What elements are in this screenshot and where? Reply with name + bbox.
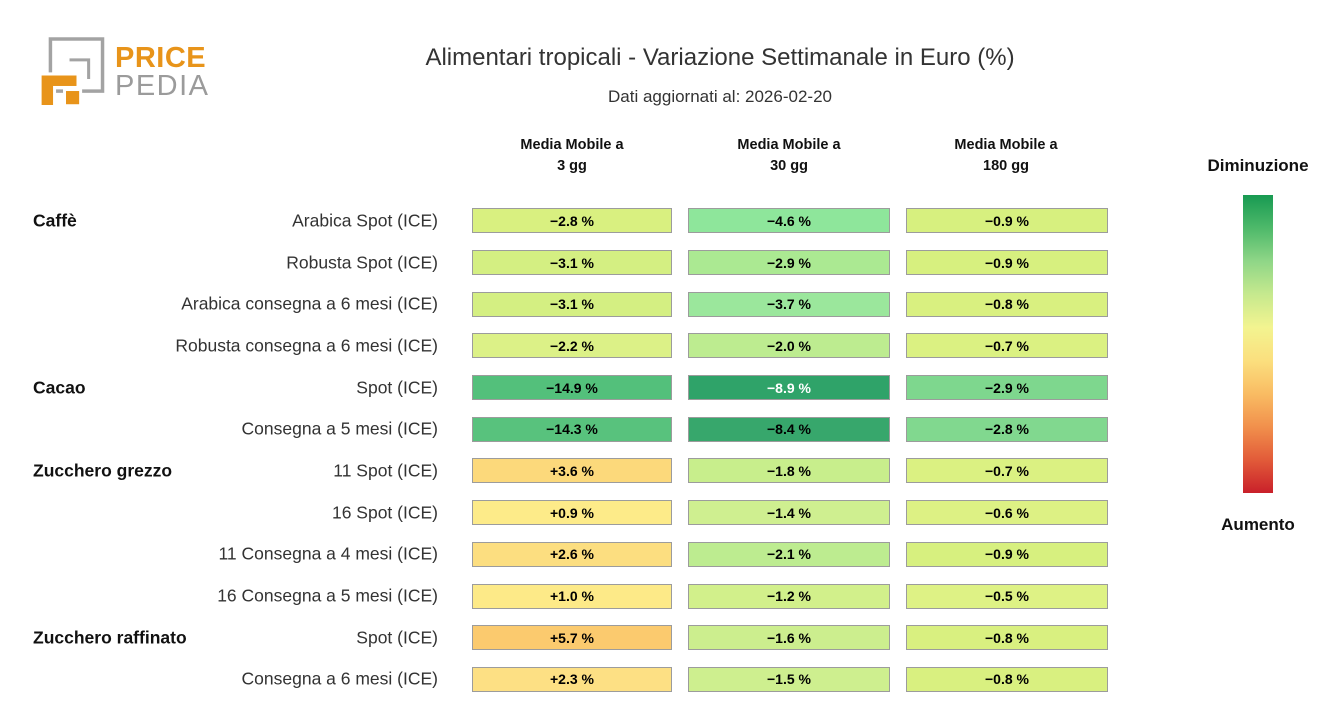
heatmap-cell: +2.6 %: [472, 541, 672, 567]
heatmap-row: Consegna a 5 mesi (ICE) −14.3 % −8.4 % −2.8…: [33, 408, 1108, 450]
row-label: 16 Consegna a 5 mesi (ICE): [217, 585, 438, 606]
row-label: 11 Spot (ICE): [333, 460, 438, 481]
heatmap-cell: −2.8 %: [472, 208, 672, 234]
legend-label-increase: Aumento: [1221, 515, 1295, 534]
row-label-column: Zucchero grezzo 11 Spot (ICE): [33, 450, 456, 492]
row-label: Spot (ICE): [356, 377, 438, 398]
heatmap-cell: −0.6 %: [906, 500, 1108, 526]
heatmap-row: Robusta Spot (ICE) −3.1 % −2.9 % −0.9 %: [33, 242, 1108, 284]
heatmap-row: 11 Consegna a 4 mesi (ICE) +2.6 % −2.1 % −0…: [33, 534, 1108, 576]
page-subtitle: Dati aggiornati al: 2026-02-20: [608, 87, 832, 106]
logo-word-pedia: PEDIA: [115, 70, 210, 102]
row-label-column: Cacao Spot (ICE): [33, 367, 456, 409]
row-label-column: Consegna a 5 mesi (ICE): [33, 408, 456, 450]
heatmap-cell: −0.8 %: [906, 666, 1108, 692]
heatmap-cell: −2.9 %: [906, 375, 1108, 401]
heatmap-cell: −14.9 %: [472, 375, 672, 401]
heatmap-cell: −4.6 %: [688, 208, 890, 234]
row-label-column: Robusta Spot (ICE): [33, 242, 456, 284]
heatmap-cell: −3.7 %: [688, 291, 890, 317]
pricepedia-logo: PRICE PEDIA: [40, 30, 210, 114]
heatmap-cell: +1.0 %: [472, 583, 672, 609]
heatmap-cell: +5.7 %: [472, 625, 672, 651]
heatmap-cell: +3.6 %: [472, 458, 672, 484]
heatmap-cell: −0.7 %: [906, 458, 1108, 484]
heatmap-cell: −1.5 %: [688, 666, 890, 692]
heatmap-cell: −0.9 %: [906, 208, 1108, 234]
row-label: Arabica Spot (ICE): [292, 210, 438, 231]
heatmap-cell: −0.8 %: [906, 625, 1108, 651]
row-label: 16 Spot (ICE): [331, 502, 438, 523]
heatmap-cell: −2.0 %: [688, 333, 890, 359]
heatmap-cell: −3.1 %: [472, 291, 672, 317]
heatmap-cell: −0.9 %: [906, 250, 1108, 276]
heatmap-cell: −14.3 %: [472, 416, 672, 442]
legend-colorbar: [1243, 195, 1273, 493]
row-label-column: Arabica consegna a 6 mesi (ICE): [33, 283, 456, 325]
heatmap-cell: −1.4 %: [688, 500, 890, 526]
category-label: Zucchero grezzo: [33, 460, 173, 481]
heatmap-cell: −0.7 %: [906, 333, 1108, 359]
heatmap-cell: −1.8 %: [688, 458, 890, 484]
row-label-column: 16 Consegna a 5 mesi (ICE): [33, 575, 456, 617]
row-label-column: Robusta consegna a 6 mesi (ICE): [33, 325, 456, 367]
row-label: 11 Consegna a 4 mesi (ICE): [218, 543, 438, 564]
heatmap-grid: Caffè Arabica Spot (ICE) −2.8 % −4.6 % −0.9 …: [33, 200, 1108, 700]
column-header-30gg: Media Mobile a 30 gg: [737, 137, 841, 175]
category-label: Caffè: [33, 210, 77, 231]
heatmap-cell: −2.2 %: [472, 333, 672, 359]
page-title: Alimentari tropicali - Variazione Settim…: [425, 44, 1015, 71]
pricepedia-logo-text: PRICE PEDIA: [115, 41, 210, 102]
row-label-column: Zucchero raffinato Spot (ICE): [33, 617, 456, 659]
heatmap-cell: +2.3 %: [472, 666, 672, 692]
row-label-column: 11 Consegna a 4 mesi (ICE): [33, 534, 456, 576]
row-label-column: 16 Spot (ICE): [33, 492, 456, 534]
heatmap-cell: −1.6 %: [688, 625, 890, 651]
heatmap-row: Zucchero raffinato Spot (ICE) +5.7 % −1.6 %…: [33, 617, 1108, 659]
heatmap-cell: −3.1 %: [472, 250, 672, 276]
category-label: Zucchero raffinato: [33, 627, 187, 648]
heatmap-row: Consegna a 6 mesi (ICE) +2.3 % −1.5 % −0.8 …: [33, 659, 1108, 701]
heatmap-cell: −0.5 %: [906, 583, 1108, 609]
heatmap-row: Zucchero grezzo 11 Spot (ICE) +3.6 % −1.8 %…: [33, 450, 1108, 492]
row-label: Consegna a 5 mesi (ICE): [241, 418, 438, 439]
heatmap-cell: −2.1 %: [688, 541, 890, 567]
heatmap-row: Caffè Arabica Spot (ICE) −2.8 % −4.6 % −0.9 …: [33, 200, 1108, 242]
heatmap-cell: −0.9 %: [906, 541, 1108, 567]
row-label-column: Caffè Arabica Spot (ICE): [33, 200, 456, 242]
column-header-3gg: Media Mobile a 3 gg: [520, 137, 624, 175]
row-label: Arabica consegna a 6 mesi (ICE): [181, 293, 438, 314]
heatmap-cell: +0.9 %: [472, 500, 672, 526]
heatmap-row: Arabica consegna a 6 mesi (ICE) −3.1 % −3.…: [33, 283, 1108, 325]
heatmap-row: 16 Consegna a 5 mesi (ICE) +1.0 % −1.2 % −0…: [33, 575, 1108, 617]
category-label: Cacao: [33, 377, 86, 398]
legend-label-decrease: Diminuzione: [1207, 156, 1309, 175]
heatmap-cell: −8.4 %: [688, 416, 890, 442]
heatmap-cell: −0.8 %: [906, 291, 1108, 317]
heatmap-cell: −2.8 %: [906, 416, 1108, 442]
heatmap-row: Cacao Spot (ICE) −14.9 % −8.9 % −2.9 %: [33, 367, 1108, 409]
pricepedia-logo-icon: [40, 37, 105, 109]
heatmap-cell: −8.9 %: [688, 375, 890, 401]
heatmap-row: Robusta consegna a 6 mesi (ICE) −2.2 % −2.…: [33, 325, 1108, 367]
heatmap-cell: −1.2 %: [688, 583, 890, 609]
row-label-column: Consegna a 6 mesi (ICE): [33, 659, 456, 701]
row-label: Consegna a 6 mesi (ICE): [241, 668, 438, 689]
column-header-180gg: Media Mobile a 180 gg: [954, 137, 1058, 175]
row-label: Spot (ICE): [356, 627, 438, 648]
heatmap-cell: −2.9 %: [688, 250, 890, 276]
logo-word-price: PRICE: [115, 41, 207, 74]
row-label: Robusta consegna a 6 mesi (ICE): [175, 335, 438, 356]
heatmap-row: 16 Spot (ICE) +0.9 % −1.4 % −0.6 %: [33, 492, 1108, 534]
row-label: Robusta Spot (ICE): [286, 252, 438, 273]
